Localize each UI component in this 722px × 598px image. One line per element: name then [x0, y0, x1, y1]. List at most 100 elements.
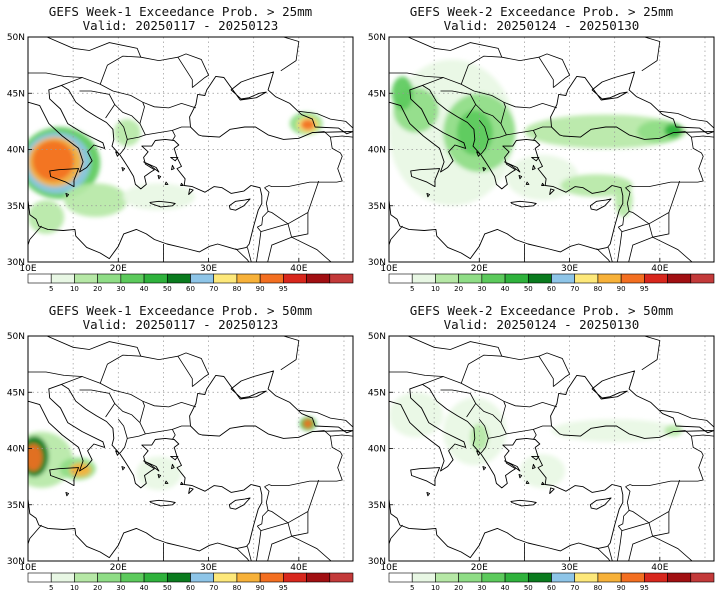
- colorbar: 5 10 20 30 40 50 60 70 80 90 95: [388, 572, 715, 592]
- colorbar-swatch: [411, 572, 436, 583]
- probability-region-4: [69, 463, 92, 477]
- colorbar-level-label: 30: [477, 285, 486, 293]
- colorbar-level-label: 30: [477, 584, 486, 592]
- lon-tick-label: 30E: [200, 264, 217, 274]
- lat-tick-label: 30N: [368, 258, 386, 268]
- colorbar-swatch: [143, 572, 168, 583]
- lat-tick-label: 50N: [368, 33, 386, 43]
- colorbar-swatch: [329, 572, 354, 583]
- lon-tick-label: 40E: [290, 563, 307, 573]
- colorbar-swatch: [236, 572, 261, 583]
- lat-tick-label: 50N: [368, 332, 386, 342]
- colorbar-swatch: [504, 572, 529, 583]
- colorbar-swatch: [597, 572, 622, 583]
- lon-tick-label: 20E: [471, 264, 488, 274]
- lat-tick-label: 50N: [7, 332, 25, 342]
- colorbar-level-label: 80: [232, 285, 241, 293]
- colorbar-swatch: [259, 572, 284, 583]
- lat-tick-label: 30N: [7, 258, 25, 268]
- probability-region-3: [32, 140, 75, 182]
- panel-title: GEFS Week-2 Exceedance Prob. > 50mm: [409, 303, 674, 318]
- colorbar-level-label: 40: [501, 285, 510, 293]
- colorbar-level-label: 95: [640, 285, 649, 293]
- panel-valid-dates: Valid: 20250124 - 20250130: [443, 317, 640, 332]
- colorbar-level-label: 20: [454, 285, 463, 293]
- colorbar-level-label: 80: [593, 285, 602, 293]
- lon-tick-label: 40E: [651, 563, 668, 573]
- lat-tick-label: 40N: [7, 146, 25, 156]
- lon-tick-label: 20E: [110, 264, 127, 274]
- colorbar-swatch: [481, 273, 506, 284]
- colorbar-level-label: 5: [49, 285, 53, 293]
- colorbar-level-label: 60: [547, 285, 556, 293]
- colorbar-swatch: [551, 273, 576, 284]
- probability-region-2: [470, 423, 489, 451]
- lat-tick-label: 35N: [368, 202, 386, 212]
- colorbar-level-label: 30: [116, 285, 125, 293]
- colorbar-level-label: 90: [617, 285, 626, 293]
- colorbar-swatch: [690, 273, 715, 284]
- colorbar-swatch: [306, 572, 331, 583]
- probability-region-5: [519, 454, 566, 488]
- colorbar-level-label: 40: [140, 584, 149, 592]
- lon-tick-label: 10E: [380, 563, 397, 573]
- probability-region-6: [303, 419, 313, 429]
- panel-valid-dates: Valid: 20250117 - 20250123: [82, 18, 279, 33]
- lat-tick-label: 40N: [368, 445, 386, 455]
- colorbar-swatch: [283, 273, 307, 284]
- colorbar-level-label: 50: [163, 584, 172, 592]
- panel-title: GEFS Week-2 Exceedance Prob. > 25mm: [409, 4, 674, 19]
- colorbar-level-label: 60: [186, 584, 195, 592]
- colorbar-swatch: [690, 572, 715, 583]
- colorbar-level-label: 95: [279, 285, 288, 293]
- panel-valid-dates: Valid: 20250124 - 20250130: [443, 18, 640, 33]
- colorbar-swatch: [74, 572, 98, 583]
- colorbar-swatch: [481, 572, 506, 583]
- panel-week2-50mm: 50N 45N 40N 35N 30N 10E 20E 30E 40E 5 10 20 30 40 50 60…: [361, 299, 722, 598]
- colorbar-level-label: 40: [140, 285, 149, 293]
- colorbar-swatch: [143, 273, 168, 284]
- colorbar-level-label: 5: [410, 285, 414, 293]
- lat-tick-label: 45N: [7, 388, 25, 398]
- colorbar-swatch: [166, 273, 191, 284]
- colorbar-swatch: [574, 273, 599, 284]
- probability-region-8: [122, 183, 195, 211]
- panel-week1-50mm: 50N 45N 40N 35N 30N 10E 20E 30E 40E 5 10 20 30 40 50 60…: [0, 299, 361, 598]
- colorbar-level-label: 5: [49, 584, 53, 592]
- lat-tick-label: 35N: [368, 501, 386, 511]
- colorbar-level-label: 70: [209, 285, 218, 293]
- colorbar-level-label: 20: [93, 584, 102, 592]
- colorbar-swatch: [667, 572, 692, 583]
- lat-tick-label: 40N: [7, 445, 25, 455]
- panel-week2-25mm: 50N 45N 40N 35N 30N 10E 20E 30E 40E 5 10 20 30 40 50 60…: [361, 0, 722, 299]
- lon-tick-label: 30E: [561, 563, 578, 573]
- lon-tick-label: 40E: [651, 264, 668, 274]
- probability-region-10: [113, 119, 141, 147]
- lon-tick-label: 10E: [19, 563, 36, 573]
- colorbar-swatch: [644, 572, 668, 583]
- colorbar-swatch: [458, 572, 483, 583]
- colorbar-swatch: [551, 572, 576, 583]
- colorbar-swatch: [620, 572, 645, 583]
- colorbar-swatch: [27, 273, 52, 284]
- colorbar-swatch: [620, 273, 645, 284]
- colorbar-swatch: [388, 572, 413, 583]
- colorbar-swatch: [97, 572, 122, 583]
- colorbar-swatch: [27, 572, 52, 583]
- colorbar-swatch: [213, 572, 238, 583]
- colorbar-swatch: [458, 273, 483, 284]
- colorbar-swatch: [97, 273, 122, 284]
- lat-tick-label: 35N: [7, 501, 25, 511]
- lat-tick-label: 45N: [368, 89, 386, 99]
- lon-tick-label: 10E: [380, 264, 397, 274]
- probability-region-6: [300, 119, 316, 131]
- colorbar-swatch: [597, 273, 622, 284]
- colorbar-swatch: [166, 572, 191, 583]
- colorbar-level-label: 95: [279, 584, 288, 592]
- probability-region-1: [389, 392, 444, 438]
- colorbar: 5 10 20 30 40 50 60 70 80 90 95: [27, 572, 354, 592]
- probability-region-7: [136, 456, 182, 491]
